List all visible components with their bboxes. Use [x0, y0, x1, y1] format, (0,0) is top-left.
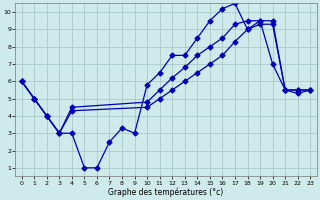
X-axis label: Graphe des températures (°c): Graphe des températures (°c)	[108, 187, 224, 197]
